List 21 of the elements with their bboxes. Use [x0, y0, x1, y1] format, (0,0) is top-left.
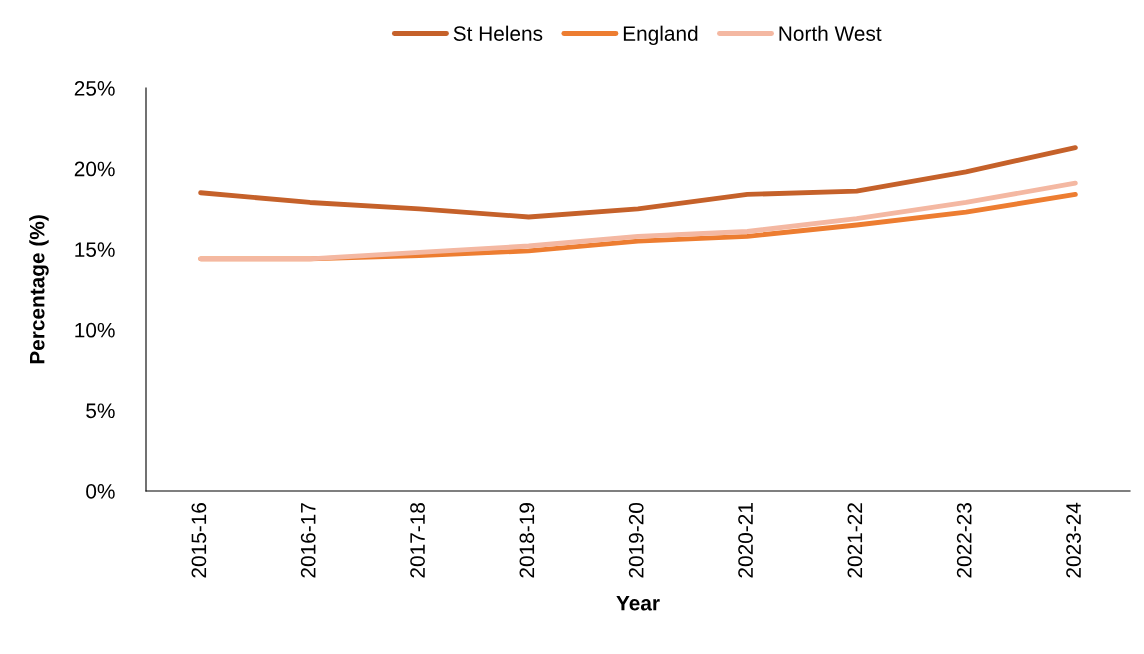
x-tick-label: 2021-22: [847, 503, 863, 578]
x-tick-label: 2015-16: [191, 503, 207, 578]
y-axis-title: Percentage (%): [29, 215, 49, 364]
y-tick-label: 10%: [75, 322, 115, 338]
legend-label: England: [623, 25, 698, 46]
y-tick-label: 5%: [86, 403, 115, 419]
y-tick-label: 20%: [74, 161, 115, 177]
y-tick-label: 0%: [86, 484, 115, 499]
legend-label: St Helens: [453, 25, 543, 41]
y-tick-label: 25%: [74, 81, 115, 96]
x-axis-title: Year: [616, 595, 660, 611]
x-tick-label: 2020-21: [738, 503, 753, 578]
x-tick-label: 2023-24: [1066, 502, 1081, 578]
x-tick-label: 2016-17: [300, 503, 316, 578]
x-tick-label: 2018-19: [519, 503, 535, 578]
legend-label: North West: [779, 25, 882, 41]
line-series: [198, 145, 1078, 220]
x-tick-label: 2017-18: [410, 503, 425, 578]
x-tick-label: 2022-23: [956, 503, 972, 578]
y-tick-label: 15%: [75, 242, 115, 257]
x-tick-label: 2019-20: [628, 502, 644, 578]
